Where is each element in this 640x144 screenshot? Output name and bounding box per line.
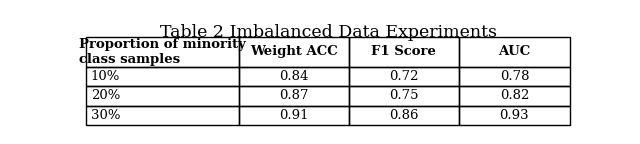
Bar bbox=[459, 106, 570, 125]
Text: 0.86: 0.86 bbox=[389, 109, 419, 122]
Bar bbox=[239, 37, 349, 67]
Text: 0.91: 0.91 bbox=[279, 109, 308, 122]
Text: 0.75: 0.75 bbox=[389, 89, 419, 102]
Bar bbox=[459, 67, 570, 86]
Text: 20%: 20% bbox=[91, 89, 120, 102]
Text: 30%: 30% bbox=[91, 109, 120, 122]
Bar bbox=[239, 106, 349, 125]
Text: 0.93: 0.93 bbox=[500, 109, 529, 122]
Bar bbox=[459, 86, 570, 106]
Bar bbox=[349, 37, 459, 67]
Bar bbox=[459, 37, 570, 67]
Text: Table 2 Imbalanced Data Experiments: Table 2 Imbalanced Data Experiments bbox=[159, 24, 497, 41]
Bar bbox=[349, 106, 459, 125]
Bar bbox=[239, 86, 349, 106]
Text: 0.82: 0.82 bbox=[500, 89, 529, 102]
Text: 0.78: 0.78 bbox=[500, 70, 529, 83]
Text: AUC: AUC bbox=[499, 45, 531, 58]
Text: Proportion of minority
class samples: Proportion of minority class samples bbox=[79, 38, 246, 66]
Text: F1 Score: F1 Score bbox=[371, 45, 436, 58]
Text: 10%: 10% bbox=[91, 70, 120, 83]
Text: Weight ACC: Weight ACC bbox=[250, 45, 337, 58]
Bar bbox=[86, 37, 239, 67]
Bar bbox=[349, 67, 459, 86]
Bar bbox=[86, 86, 239, 106]
Bar bbox=[239, 67, 349, 86]
Bar bbox=[86, 67, 239, 86]
Bar bbox=[86, 106, 239, 125]
Text: 0.72: 0.72 bbox=[389, 70, 419, 83]
Text: 0.84: 0.84 bbox=[279, 70, 308, 83]
Text: 0.87: 0.87 bbox=[279, 89, 308, 102]
Bar bbox=[349, 86, 459, 106]
